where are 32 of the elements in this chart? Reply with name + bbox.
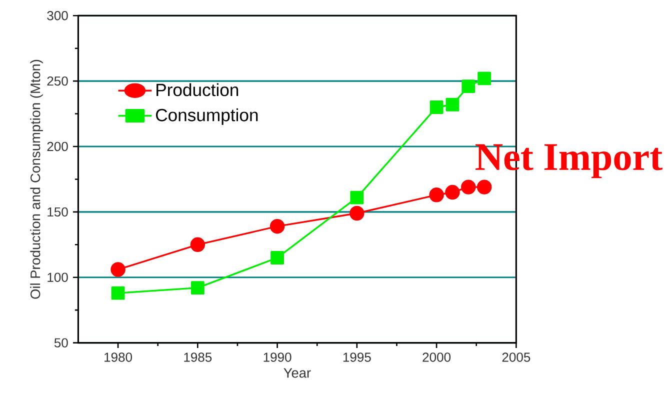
point [476, 180, 492, 194]
y-tick-label: 250 [47, 76, 68, 86]
point [110, 262, 126, 277]
point [462, 80, 476, 94]
y-tick-label: 100 [48, 272, 68, 282]
point [350, 190, 364, 204]
point [429, 188, 444, 202]
point [461, 180, 476, 194]
x-axis-title: Year [284, 368, 311, 378]
point [430, 100, 444, 114]
legend-label: Production [156, 83, 238, 96]
y-tick-label: 150 [48, 207, 68, 217]
y-tick-label: 300 [47, 11, 68, 20]
point [445, 184, 460, 200]
x-tick-label: 1980 [104, 352, 132, 362]
point [270, 251, 284, 264]
x-tick-label: 1990 [264, 352, 292, 362]
y-tick-label: 200 [47, 142, 68, 152]
point [446, 98, 460, 112]
point [190, 237, 206, 252]
point [270, 218, 285, 234]
point [190, 281, 204, 295]
y-tick-label: 50 [54, 338, 68, 348]
x-tick-label: 2005 [502, 352, 530, 362]
x-tick-label: 1995 [343, 352, 371, 362]
x-tick-label: 1985 [184, 352, 212, 362]
point [478, 72, 492, 86]
point [350, 206, 364, 221]
legend-label: Consumption [156, 108, 258, 125]
point [111, 286, 125, 300]
y-axis-title: Oil Production and Consumption (Mton) [30, 60, 43, 299]
x-tick-label: 2000 [422, 352, 451, 362]
